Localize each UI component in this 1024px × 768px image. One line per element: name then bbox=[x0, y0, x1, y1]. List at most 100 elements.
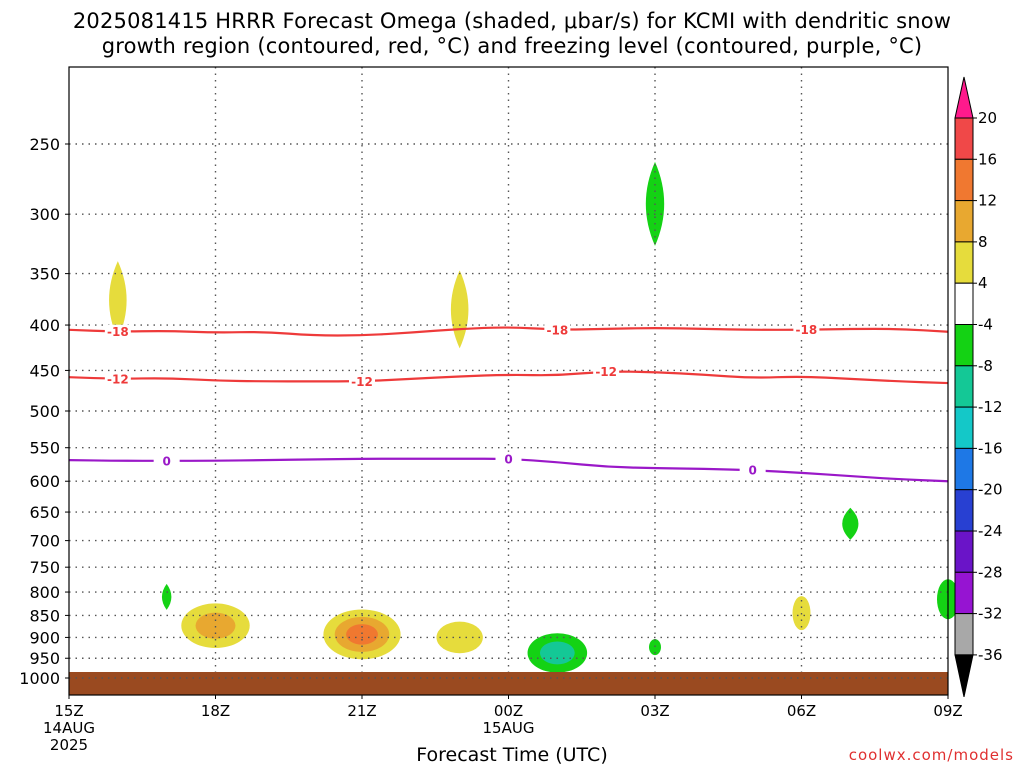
y-tick-label: 300 bbox=[29, 205, 60, 224]
colorbar-label: -36 bbox=[978, 646, 1003, 664]
credit-link[interactable]: coolwx.com/models bbox=[848, 746, 1014, 764]
omega-feature bbox=[109, 261, 127, 340]
colorbar-label: 20 bbox=[978, 109, 997, 127]
colorbar-label: -16 bbox=[978, 439, 1003, 457]
contour-label: -12 bbox=[351, 375, 373, 389]
colorbar-segment bbox=[954, 571, 974, 615]
contour-label-bg bbox=[544, 322, 571, 337]
colorbar: 20 16 12 8 4 -4 -8 -12 -16 -20 -24 -28 -32 -36 bbox=[954, 76, 1003, 698]
terrain-below-ground bbox=[69, 672, 948, 695]
omega-feature bbox=[450, 270, 469, 349]
colorbar-label: -28 bbox=[978, 563, 1003, 581]
contour-line bbox=[68, 326, 949, 337]
contour-label-bg bbox=[739, 463, 766, 478]
contour-line bbox=[68, 457, 949, 483]
x-tick-label: 15Z bbox=[54, 702, 83, 720]
contour-label: 0 bbox=[504, 452, 512, 466]
colorbar-label: 16 bbox=[978, 150, 997, 168]
contour-label: -18 bbox=[546, 323, 568, 337]
omega-feature bbox=[527, 633, 588, 673]
y-tick-label: 350 bbox=[29, 265, 60, 284]
omega-shade-level bbox=[161, 583, 172, 610]
contour-label-bg bbox=[104, 371, 131, 386]
colorbar-label: 12 bbox=[978, 192, 997, 210]
colorbar-label: -20 bbox=[978, 481, 1003, 499]
axes-layer: 250 300 350 400 450 500 550 600 650 700 750 800 850 9… bbox=[19, 66, 963, 754]
y-tick-label: 800 bbox=[29, 583, 60, 602]
x-tick-label: 21Z bbox=[347, 702, 376, 720]
omega-shade-level bbox=[195, 612, 236, 639]
x-tick-label: 09Z bbox=[933, 702, 962, 720]
colorbar-segment bbox=[954, 117, 974, 160]
contour-label: 0 bbox=[748, 464, 756, 478]
omega-feature bbox=[181, 603, 250, 648]
grid-layer bbox=[69, 67, 948, 679]
colorbar-segment bbox=[954, 447, 974, 491]
colorbar-segment bbox=[954, 365, 974, 408]
y-tick-label: 950 bbox=[29, 649, 60, 668]
colorbar-label: -32 bbox=[978, 605, 1003, 623]
colorbar-segment bbox=[954, 489, 974, 532]
y-tick-label: 1000 bbox=[19, 669, 60, 688]
chart-title-line2: growth region (contoured, red, °C) and f… bbox=[101, 34, 923, 58]
omega-shading-layer bbox=[69, 161, 959, 695]
omega-shade-level bbox=[649, 639, 661, 656]
colorbar-label: -12 bbox=[978, 398, 1003, 416]
omega-feature bbox=[842, 507, 859, 540]
x-tick-label: 18Z bbox=[201, 702, 230, 720]
y-tick-label: 250 bbox=[29, 135, 60, 154]
y-tick-label: 750 bbox=[29, 558, 60, 577]
y-tick-label: 400 bbox=[29, 316, 60, 335]
contour-label: -18 bbox=[107, 325, 129, 339]
omega-shade-level bbox=[539, 641, 575, 665]
omega-shade-level bbox=[346, 624, 378, 645]
colorbar-label: -4 bbox=[978, 316, 993, 334]
contour-label: -18 bbox=[796, 323, 818, 337]
y-tick-label: 450 bbox=[29, 361, 60, 380]
omega-shade-level bbox=[109, 261, 127, 340]
colorbar-label: 8 bbox=[978, 233, 988, 251]
y-tick-label: 850 bbox=[29, 606, 60, 625]
contour-label: -12 bbox=[595, 365, 617, 379]
colorbar-label: -8 bbox=[978, 357, 993, 375]
colorbar-segment bbox=[954, 654, 974, 698]
contour-label-bg bbox=[793, 322, 820, 337]
omega-feature bbox=[649, 639, 661, 656]
contour-label-bg bbox=[104, 324, 131, 339]
x-tick-label: 06Z bbox=[787, 702, 816, 720]
y-tick-label: 500 bbox=[29, 402, 60, 421]
colorbar-segment bbox=[954, 282, 974, 326]
colorbar-segment bbox=[954, 613, 974, 656]
colorbar-segment bbox=[954, 241, 974, 284]
x-tick-year: 2025 bbox=[50, 736, 88, 754]
contour-label-bg bbox=[153, 453, 180, 468]
contour-line bbox=[68, 370, 949, 385]
contour-label: 0 bbox=[162, 454, 170, 468]
omega-feature bbox=[161, 583, 172, 610]
omega-feature bbox=[323, 609, 401, 660]
chart-title-line1: 2025081415 HRRR Forecast Omega (shaded, … bbox=[72, 9, 952, 33]
contour-label: -12 bbox=[107, 372, 129, 386]
y-tick-label: 700 bbox=[29, 532, 60, 551]
colorbar-segment bbox=[954, 76, 974, 119]
x-tick-date: 14AUG bbox=[43, 719, 95, 737]
colorbar-label: 4 bbox=[978, 274, 988, 292]
x-tick-label: 03Z bbox=[640, 702, 669, 720]
omega-shade-level bbox=[450, 270, 469, 349]
contour-label-bg bbox=[495, 451, 522, 466]
colorbar-segment bbox=[954, 200, 974, 243]
colorbar-segment bbox=[954, 406, 974, 449]
y-tick-label: 550 bbox=[29, 439, 60, 458]
colorbar-label: -24 bbox=[978, 522, 1003, 540]
contour-label-bg bbox=[349, 374, 375, 389]
colorbar-segment bbox=[954, 158, 974, 202]
y-tick-label: 600 bbox=[29, 472, 60, 491]
y-tick-label: 900 bbox=[29, 628, 60, 647]
x-tick-date: 15AUG bbox=[483, 719, 535, 737]
contour-label-bg bbox=[593, 364, 620, 379]
colorbar-segment bbox=[954, 324, 974, 367]
x-axis-title: Forecast Time (UTC) bbox=[416, 744, 608, 766]
colorbar-segment bbox=[954, 530, 974, 573]
omega-shade-level bbox=[842, 507, 859, 540]
